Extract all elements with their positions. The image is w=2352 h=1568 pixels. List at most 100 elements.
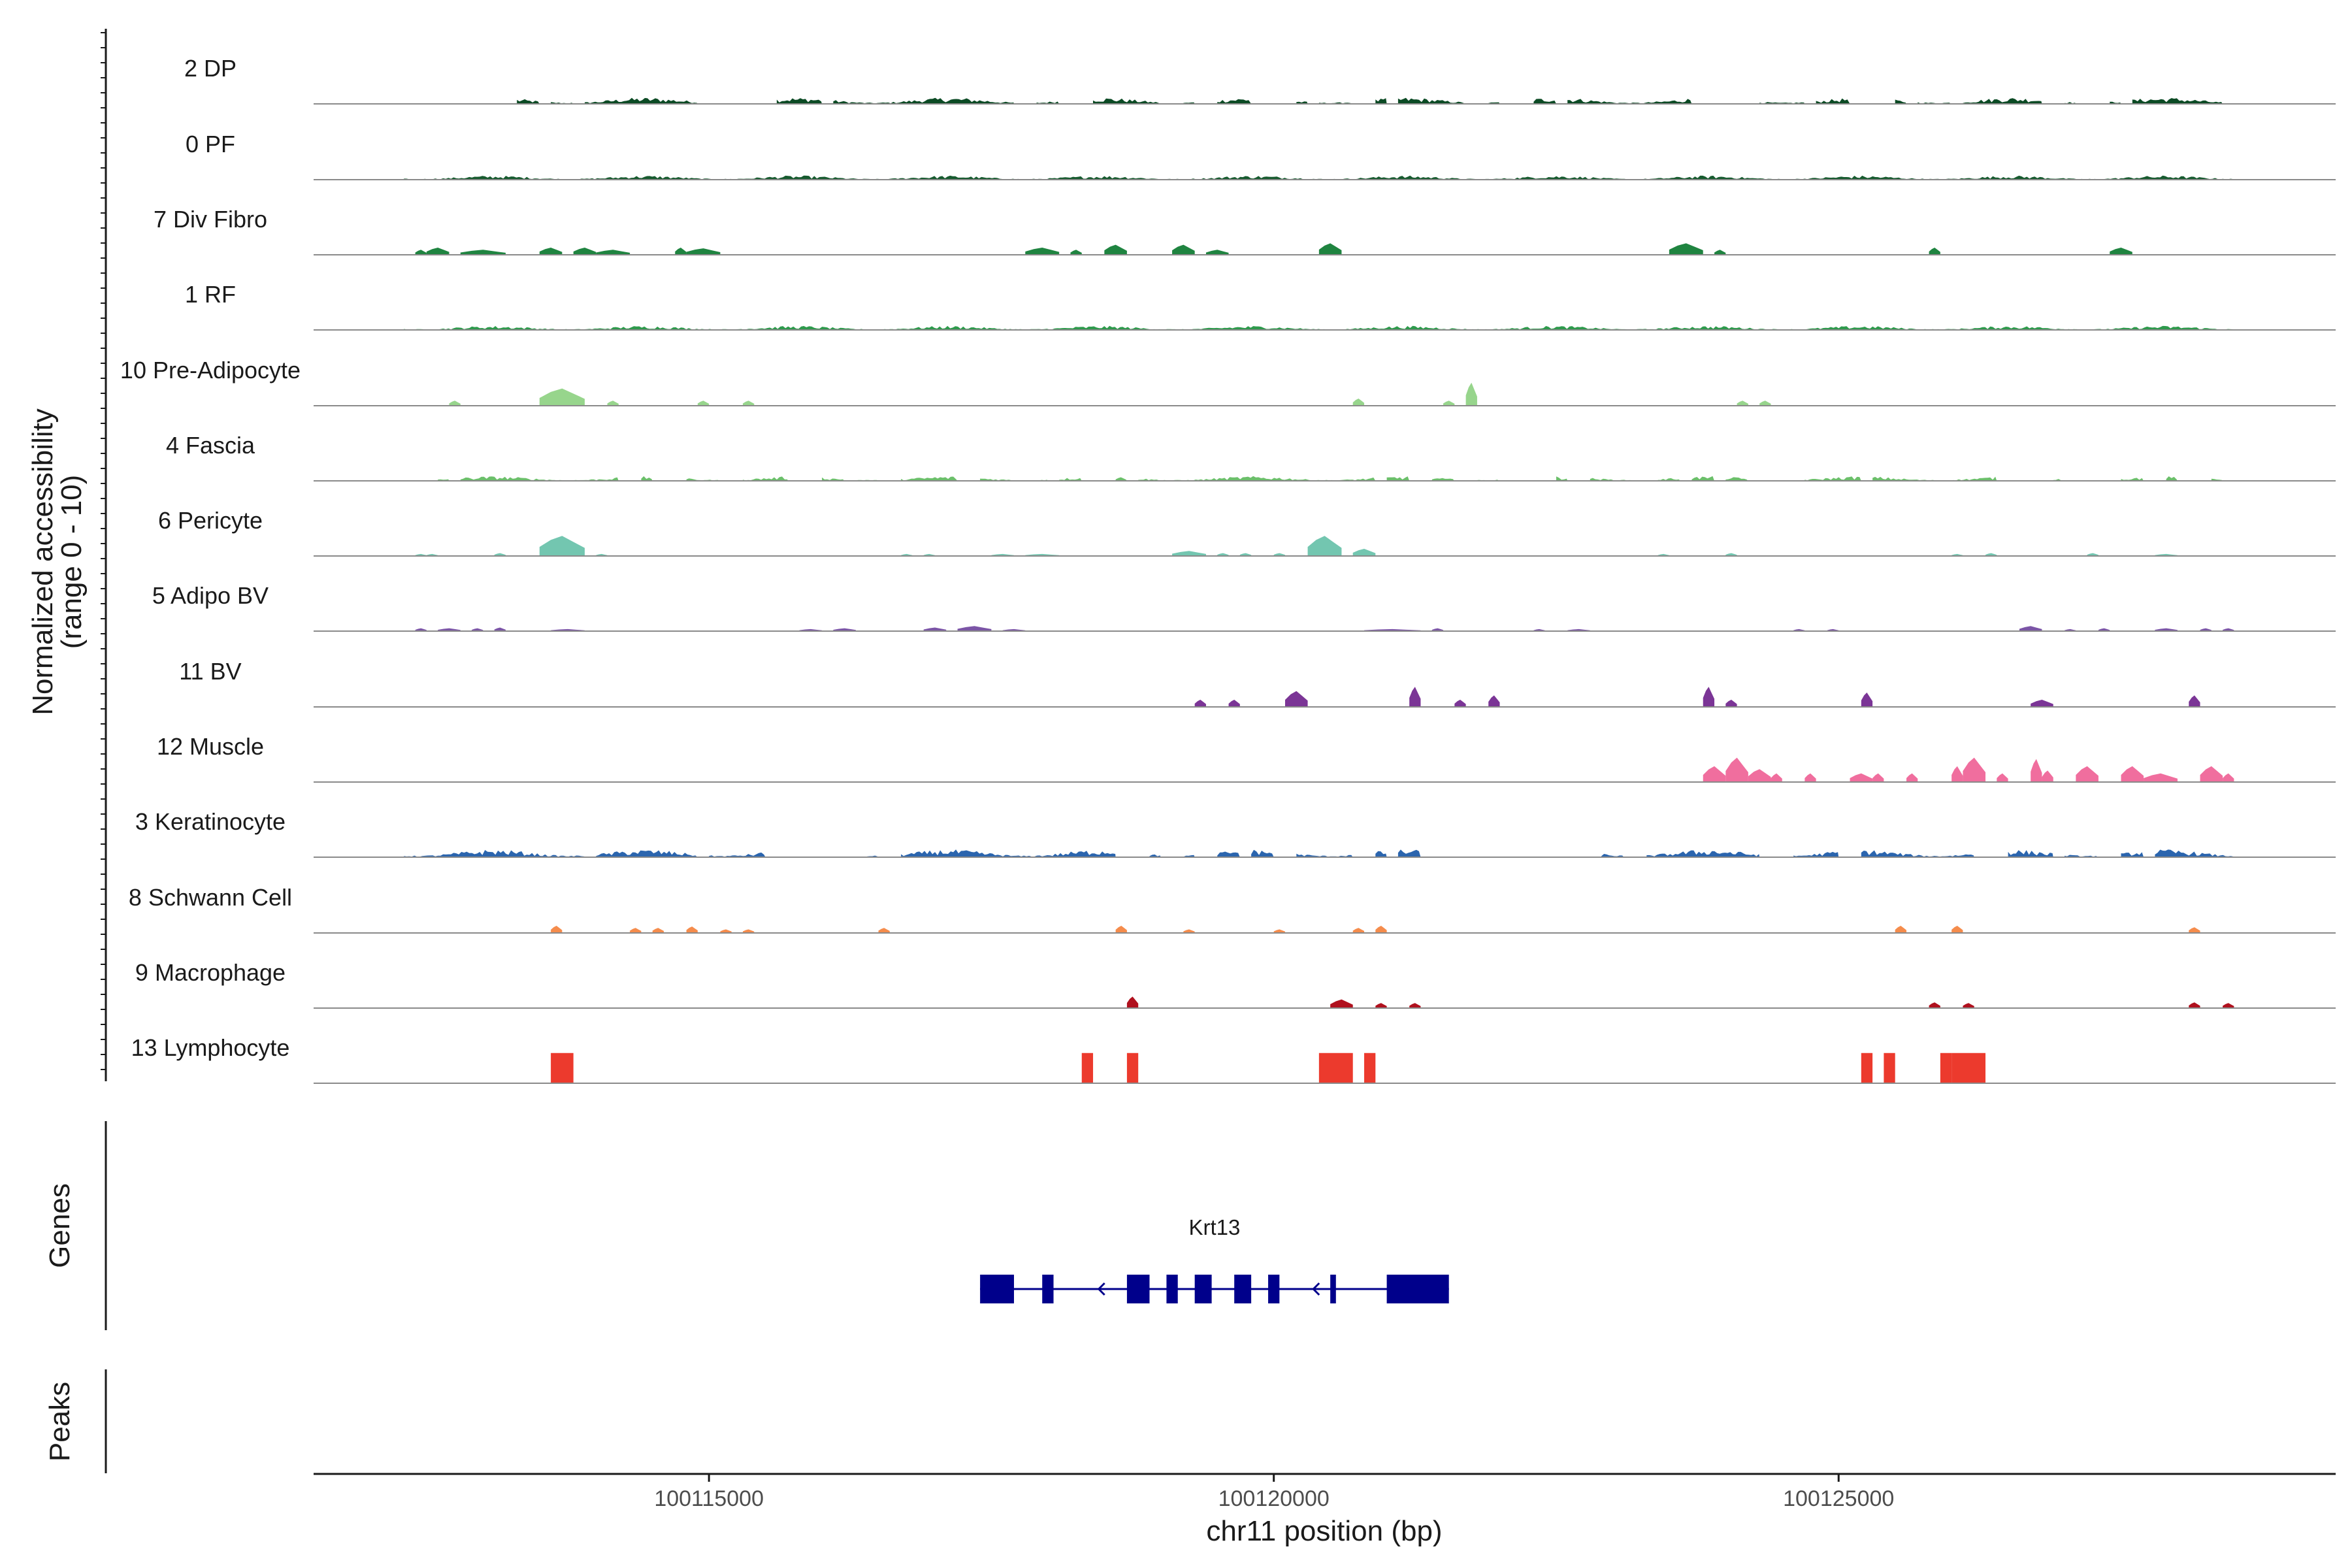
coverage-peak xyxy=(2019,626,2042,631)
coverage-peak xyxy=(1375,1003,1387,1008)
coverage-peak xyxy=(2189,927,2200,933)
x-tick-label: 100125000 xyxy=(1783,1486,1894,1511)
coverage-peak xyxy=(1431,628,1444,631)
coverage-area xyxy=(1567,99,1692,104)
coverage-peak xyxy=(2110,248,2132,255)
coverage-peak xyxy=(596,250,630,255)
coverage-peak xyxy=(1115,926,1127,933)
coverage-peak xyxy=(1409,687,1421,707)
coverage-peak xyxy=(1352,399,1365,406)
gene-exon xyxy=(1268,1275,1280,1303)
track-5-adipo-bv: 5 Adipo BV xyxy=(152,582,2336,632)
coverage-peak xyxy=(675,248,687,255)
coverage-peak xyxy=(472,628,483,631)
gene-exon xyxy=(1166,1275,1178,1303)
x-axis-title: chr11 position (bp) xyxy=(1206,1515,1442,1547)
coverage-peak xyxy=(1330,999,1353,1008)
track-label: 1 RF xyxy=(185,281,236,308)
coverage-area xyxy=(1816,98,1850,104)
y-axis-title: Normalized accessibility (range 0 - 10) xyxy=(27,408,88,715)
coverage-peak xyxy=(2121,766,2144,782)
coverage-peak xyxy=(607,400,619,406)
coverage-peak xyxy=(686,248,721,255)
coverage-peak xyxy=(1805,773,1816,782)
coverage-peak xyxy=(652,928,664,933)
gene-exon xyxy=(1234,1275,1252,1303)
track-label: 6 Pericyte xyxy=(158,507,263,534)
coverage-peak xyxy=(1239,553,1252,556)
coverage-peak xyxy=(1443,400,1455,406)
gene-exon xyxy=(980,1275,1015,1303)
coverage-peak xyxy=(551,1053,574,1083)
genes-panel: Genes Krt13 xyxy=(44,1121,1449,1330)
coverage-area xyxy=(1805,476,1861,481)
peaks-panel: Peaks xyxy=(44,1369,107,1473)
coverage-peak xyxy=(1172,551,1206,556)
coverage-area xyxy=(1149,854,1161,857)
coverage-peak xyxy=(551,926,563,933)
coverage-peak xyxy=(1454,700,1466,707)
coverage-peak xyxy=(2223,628,2234,631)
coverage-peak xyxy=(1748,769,1771,782)
coverage-area xyxy=(2132,98,2223,104)
coverage-peak xyxy=(1850,773,1873,782)
coverage-area xyxy=(1386,476,1410,481)
coverage-area xyxy=(1725,477,1748,481)
coverage-peak xyxy=(2031,759,2042,782)
coverage-peak xyxy=(697,400,710,406)
track-4-fascia: 4 Fascia xyxy=(166,432,2336,482)
coverage-peak xyxy=(1409,1003,1421,1008)
coverage-area xyxy=(1646,850,1760,857)
coverage-tracks: 2 DP 0 PF 7 Div Fibro 1 RF 10 Pre-Adipocyte 4… xyxy=(120,55,2336,1084)
coverage-area xyxy=(1601,854,1624,857)
track-7-div-fibro: 7 Div Fibro xyxy=(154,206,2336,255)
track-label: 8 Schwann Cell xyxy=(129,884,292,911)
track-label: 7 Div Fibro xyxy=(154,206,267,233)
coverage-peak xyxy=(630,928,642,933)
coverage-area xyxy=(1296,853,1353,857)
coverage-area xyxy=(1093,98,1161,104)
coverage-area xyxy=(1375,98,1387,104)
coverage-peak xyxy=(2087,553,2099,556)
coverage-peak xyxy=(833,628,856,631)
track-label: 3 Keratinocyte xyxy=(135,808,286,835)
coverage-peak xyxy=(2200,628,2212,631)
coverage-peak xyxy=(438,628,461,631)
coverage-area xyxy=(1431,478,1455,481)
y-axis-title-line1: Normalized accessibility xyxy=(27,408,59,715)
coverage-area xyxy=(1059,478,1082,481)
coverage-area xyxy=(641,476,653,481)
coverage-area xyxy=(1251,849,1274,857)
coverage-peak xyxy=(1172,244,1195,255)
coverage-area xyxy=(833,97,1014,104)
coverage-peak xyxy=(1714,250,1726,255)
coverage-peak xyxy=(1217,553,1229,556)
coverage-peak xyxy=(460,250,506,255)
track-11-bv: 11 BV xyxy=(179,658,2336,708)
track-label: 5 Adipo BV xyxy=(152,582,269,609)
coverage-area xyxy=(743,476,789,481)
track-9-macrophage: 9 Macrophage xyxy=(135,959,2336,1009)
coverage-peak xyxy=(1352,549,1376,556)
coverage-area xyxy=(1375,851,1387,857)
track-label: 12 Muscle xyxy=(157,733,264,760)
x-axis-ticks: 100115000 100120000 100125000 xyxy=(654,1474,1894,1511)
coverage-peak xyxy=(1228,700,1240,707)
coverage-peak xyxy=(449,400,461,406)
coverage-peak xyxy=(1884,1053,1895,1083)
coverage-peak xyxy=(1929,1002,1940,1008)
coverage-peak xyxy=(1737,400,1748,406)
coverage-area xyxy=(1397,849,1421,857)
coverage-area xyxy=(2121,852,2144,857)
coverage-peak xyxy=(1273,553,1285,556)
coverage-peak xyxy=(1273,929,1285,933)
coverage-peak xyxy=(1126,1053,1139,1083)
coverage-peak xyxy=(1375,926,1387,933)
coverage-peak xyxy=(1963,757,1985,782)
coverage-peak xyxy=(1081,1053,1094,1083)
coverage-peak xyxy=(426,248,449,255)
coverage-peak xyxy=(1929,248,1940,255)
coverage-area xyxy=(1658,478,1681,481)
gene-name-label: Krt13 xyxy=(1188,1215,1240,1239)
